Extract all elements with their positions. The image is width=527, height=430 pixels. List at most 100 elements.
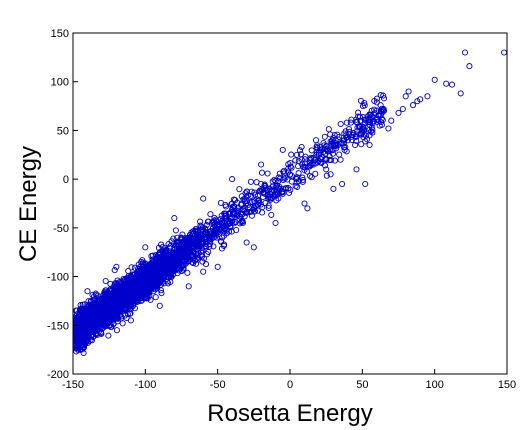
y-tick-label: 0	[63, 174, 69, 186]
data-point	[236, 213, 243, 220]
data-point	[117, 302, 124, 309]
data-point	[399, 105, 406, 113]
data-point	[119, 285, 126, 292]
data-point	[133, 296, 141, 303]
data-point	[81, 331, 88, 338]
data-point	[355, 109, 362, 116]
data-point	[92, 313, 100, 320]
data-point	[228, 228, 235, 235]
data-point	[169, 252, 176, 259]
data-point	[304, 205, 311, 212]
data-point	[294, 183, 301, 190]
data-point	[125, 267, 132, 275]
data-point	[330, 185, 337, 192]
data-point	[402, 93, 409, 100]
x-axis-ticks: -150 -100 -50 0 50 100 150	[62, 369, 516, 391]
data-point	[149, 261, 156, 268]
data-point	[331, 157, 338, 164]
data-point	[74, 331, 81, 339]
data-point	[162, 247, 169, 254]
data-point	[123, 290, 130, 298]
data-point	[79, 307, 86, 314]
data-point	[142, 244, 149, 251]
data-point	[247, 199, 254, 206]
data-point	[340, 144, 348, 151]
data-point	[181, 241, 188, 248]
data-point	[87, 336, 94, 343]
data-point	[205, 248, 212, 255]
data-point	[149, 265, 156, 272]
data-point	[371, 97, 378, 104]
x-tick-label: -50	[210, 379, 226, 391]
data-point	[424, 93, 431, 100]
data-point	[358, 141, 365, 148]
data-point	[192, 240, 200, 247]
data-point	[353, 137, 360, 144]
data-point	[113, 283, 120, 290]
data-point	[146, 276, 153, 284]
data-point	[205, 218, 212, 225]
data-point	[155, 244, 162, 251]
data-point	[315, 151, 322, 158]
y-axis-ticks: -200 -150 -100 -50 0 50 100 150	[47, 28, 78, 381]
data-point	[265, 195, 272, 202]
data-point	[125, 297, 132, 304]
data-point	[346, 128, 353, 135]
data-point	[131, 271, 138, 278]
data-point	[172, 227, 179, 234]
data-point	[318, 159, 325, 167]
data-point	[200, 226, 207, 233]
data-point	[99, 295, 106, 302]
data-point	[343, 119, 350, 126]
data-point	[366, 141, 373, 149]
data-point	[340, 140, 347, 147]
data-point	[84, 330, 91, 337]
data-point	[367, 128, 375, 135]
data-point	[360, 124, 367, 131]
data-point	[258, 161, 265, 168]
data-point	[147, 296, 154, 303]
data-point	[323, 166, 330, 173]
data-point	[156, 302, 163, 309]
x-tick-label: 50	[356, 379, 368, 391]
data-point	[268, 211, 275, 218]
data-point	[388, 117, 395, 124]
data-point	[344, 137, 351, 144]
data-point	[73, 344, 80, 351]
data-point	[335, 136, 342, 143]
data-point	[285, 161, 292, 168]
data-point	[94, 297, 101, 305]
data-point	[343, 148, 350, 155]
data-point	[113, 300, 120, 307]
data-point	[214, 263, 221, 270]
data-point	[184, 269, 191, 276]
data-point	[222, 201, 229, 208]
data-point	[225, 228, 233, 235]
data-point	[385, 125, 392, 132]
data-point	[167, 273, 174, 280]
data-point	[102, 309, 109, 316]
data-point	[312, 137, 320, 144]
data-point	[301, 164, 308, 171]
data-point	[258, 169, 266, 176]
data-point	[185, 234, 192, 241]
data-point	[238, 200, 245, 207]
data-point	[369, 113, 376, 120]
data-point	[141, 270, 148, 277]
data-point	[149, 252, 156, 259]
data-point	[107, 280, 114, 287]
data-point	[301, 200, 308, 207]
data-point	[127, 317, 134, 324]
data-point	[236, 186, 243, 193]
data-point	[154, 285, 161, 292]
data-point	[327, 131, 334, 138]
data-point	[221, 241, 228, 248]
data-points	[72, 49, 508, 357]
data-point	[306, 159, 313, 166]
data-point	[108, 304, 115, 311]
data-point	[98, 312, 105, 319]
data-point	[232, 197, 239, 204]
data-point	[448, 81, 456, 88]
data-point	[163, 248, 170, 255]
data-point	[197, 222, 204, 229]
